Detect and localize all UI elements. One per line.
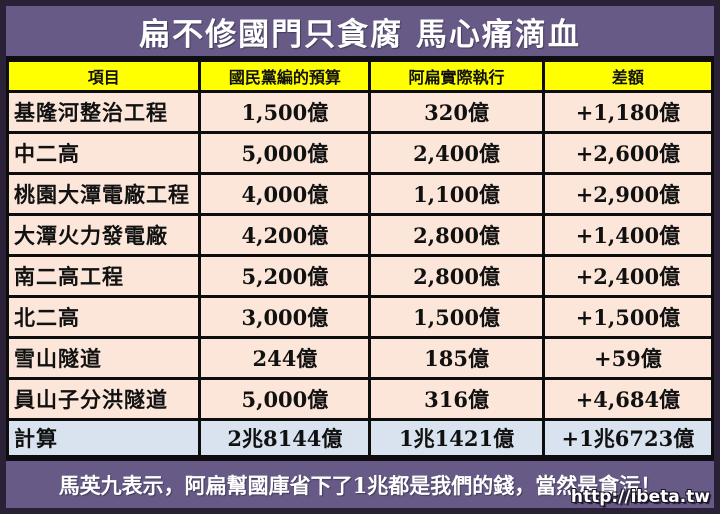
table-row: 北二高 3,000億 1,500億 +1,500億	[5, 295, 715, 339]
diff-cell: +2,600億	[541, 131, 715, 175]
item-cell: 雪山隧道	[5, 336, 202, 380]
table-row: 南二高工程 5,200億 2,800億 +2,400億	[5, 254, 715, 298]
diff-cell: +1,180億	[541, 90, 715, 134]
header-diff: 差額	[541, 59, 715, 93]
actual-cell: 320億	[368, 90, 545, 134]
budget-cell: 4,000億	[198, 172, 372, 216]
item-cell: 員山子分洪隧道	[5, 377, 202, 421]
actual-cell: 2,400億	[368, 131, 545, 175]
actual-cell: 1,100億	[368, 172, 545, 216]
diff-cell: +1,500億	[541, 295, 715, 339]
diff-cell: +4,684億	[541, 377, 715, 421]
comparison-table: 項目 國民黨編的預算 阿扁實際執行 差額 基隆河整治工程 1,500億 320億…	[5, 59, 715, 458]
diff-cell: +2,400億	[541, 254, 715, 298]
header-item: 項目	[5, 59, 202, 93]
diff-cell: +59億	[541, 336, 715, 380]
item-cell: 桃園大潭電廠工程	[5, 172, 202, 216]
table-total-row: 計算 2兆8144億 1兆1421億 +1兆6723億	[5, 418, 715, 458]
footer-caption: 馬英九表示，阿扁幫國庫省下了1兆都是我們的錢，當然是貪污！	[58, 472, 662, 498]
table-row: 桃園大潭電廠工程 4,000億 1,100億 +2,900億	[5, 172, 715, 216]
total-budget-cell: 2兆8144億	[198, 418, 372, 458]
page-title: 扁不修國門只貪腐 馬心痛滴血	[139, 16, 581, 53]
diff-cell: +2,900億	[541, 172, 715, 216]
table-row: 大潭火力發電廠 4,200億 2,800億 +1,400億	[5, 213, 715, 257]
item-cell: 南二高工程	[5, 254, 202, 298]
item-cell: 北二高	[5, 295, 202, 339]
title-band: 扁不修國門只貪腐 馬心痛滴血	[6, 6, 714, 59]
budget-cell: 4,200億	[198, 213, 372, 257]
table-row: 基隆河整治工程 1,500億 320億 +1,180億	[5, 90, 715, 134]
header-actual: 阿扁實際執行	[368, 59, 545, 93]
actual-cell: 185億	[368, 336, 545, 380]
item-cell: 大潭火力發電廠	[5, 213, 202, 257]
diff-cell: +1,400億	[541, 213, 715, 257]
watermark-url: http://ibeta.tw	[570, 487, 710, 507]
budget-cell: 5,000億	[198, 377, 372, 421]
total-item-cell: 計算	[5, 418, 202, 458]
actual-cell: 2,800億	[368, 254, 545, 298]
budget-cell: 5,200億	[198, 254, 372, 298]
total-diff-cell: +1兆6723億	[541, 418, 715, 458]
actual-cell: 2,800億	[368, 213, 545, 257]
table-row: 雪山隧道 244億 185億 +59億	[5, 336, 715, 380]
budget-cell: 1,500億	[198, 90, 372, 134]
table-row: 中二高 5,000億 2,400億 +2,600億	[5, 131, 715, 175]
item-cell: 基隆河整治工程	[5, 90, 202, 134]
total-actual-cell: 1兆1421億	[368, 418, 545, 458]
table-header-row: 項目 國民黨編的預算 阿扁實際執行 差額	[5, 59, 715, 93]
header-budget: 國民黨編的預算	[198, 59, 372, 93]
footer-band: 馬英九表示，阿扁幫國庫省下了1兆都是我們的錢，當然是貪污！ http://ibe…	[6, 458, 714, 508]
budget-cell: 244億	[198, 336, 372, 380]
budget-cell: 3,000億	[198, 295, 372, 339]
actual-cell: 316億	[368, 377, 545, 421]
actual-cell: 1,500億	[368, 295, 545, 339]
budget-cell: 5,000億	[198, 131, 372, 175]
item-cell: 中二高	[5, 131, 202, 175]
table-row: 員山子分洪隧道 5,000億 316億 +4,684億	[5, 377, 715, 421]
